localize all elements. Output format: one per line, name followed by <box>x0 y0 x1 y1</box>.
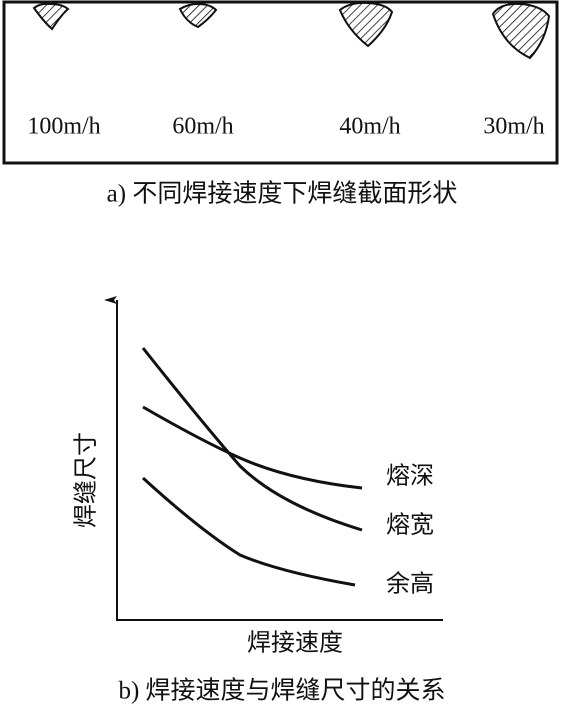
speed-label: 40m/h <box>339 114 400 140</box>
weld-section <box>338 1 394 48</box>
box <box>2 0 559 165</box>
curve <box>141 476 356 587</box>
x-axis-label: 焊接速度 <box>247 630 343 657</box>
speed-label: 100m/h <box>27 114 100 140</box>
curve-label: 余高 <box>386 571 434 598</box>
weld-section <box>178 2 218 29</box>
curve-label: 熔宽 <box>386 512 434 539</box>
weld-section <box>491 2 551 60</box>
speed-label: 30m/h <box>483 114 544 140</box>
curve <box>141 347 363 532</box>
curve <box>142 405 363 490</box>
weld-section <box>32 2 70 31</box>
y-axis-label: 焊缝尺寸 <box>73 432 100 528</box>
caption: b) 焊接速度与焊缝尺寸的关系 <box>118 677 445 705</box>
speed-label: 60m/h <box>172 114 233 140</box>
caption: a) 不同焊接速度下焊缝截面形状 <box>107 180 458 208</box>
curve-label: 熔深 <box>386 463 434 490</box>
